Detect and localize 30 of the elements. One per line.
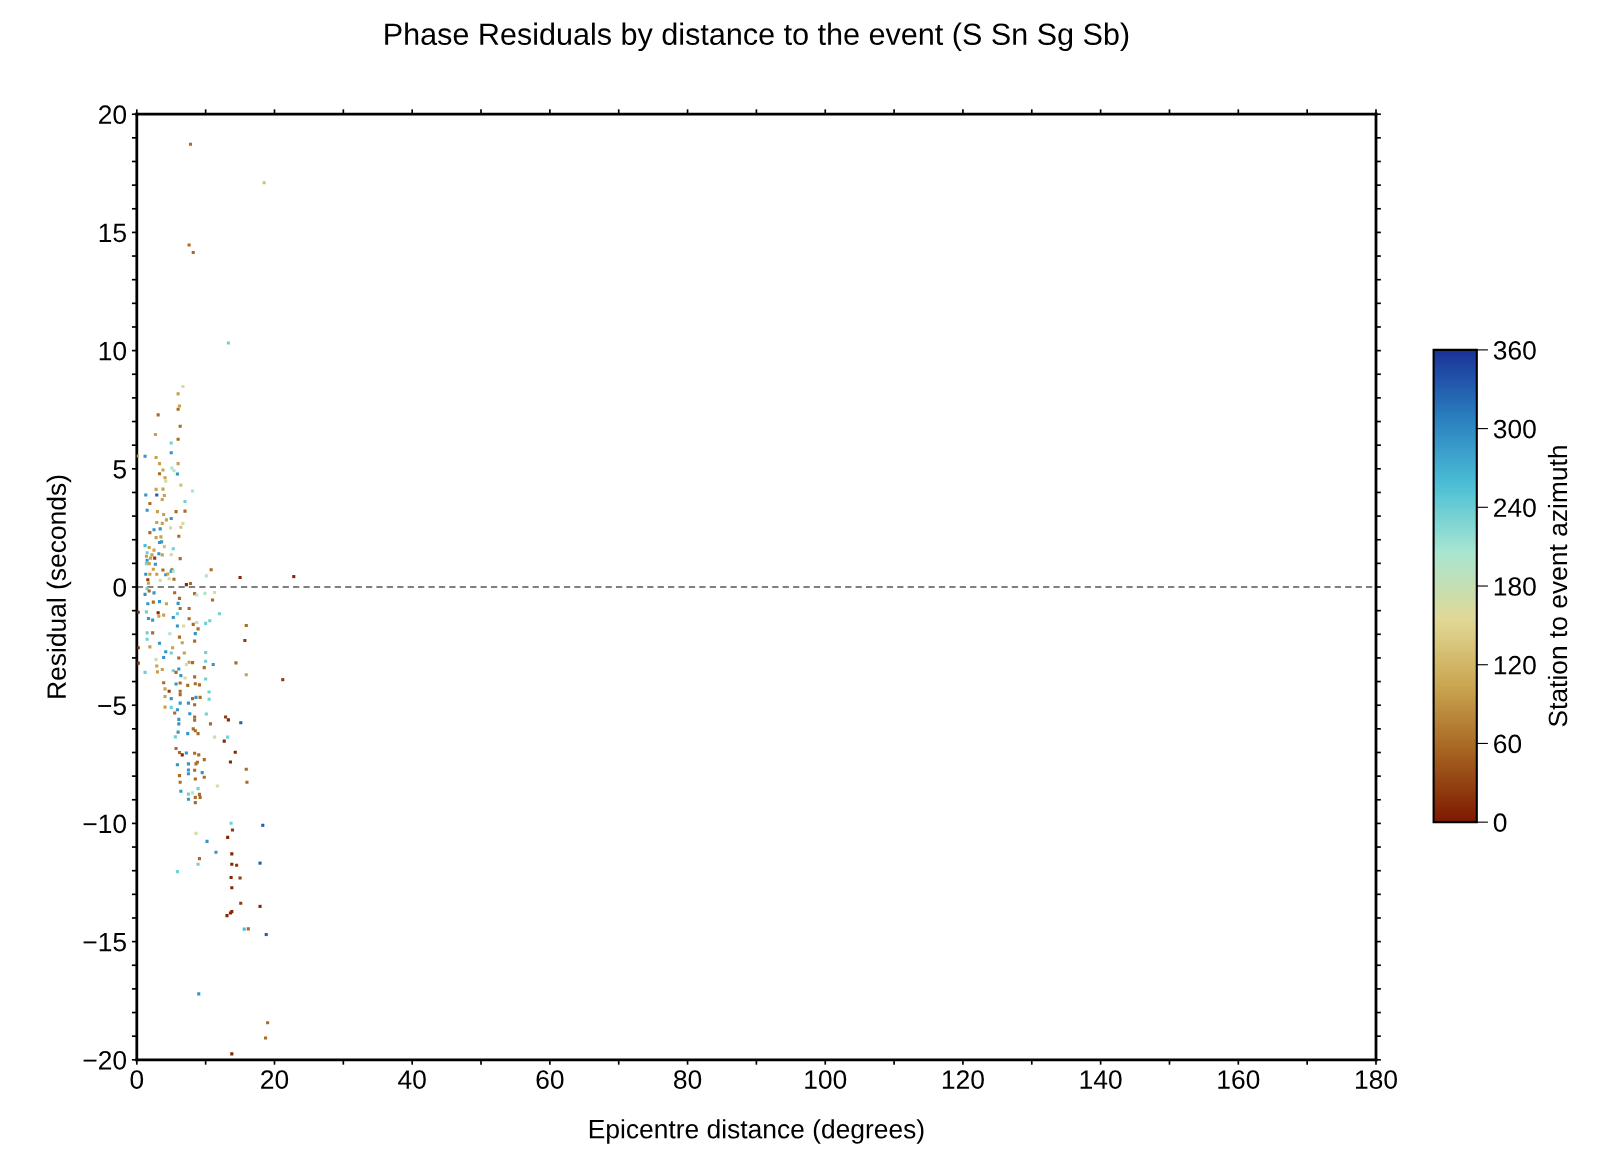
- x-axis-title: Epicentre distance (degrees): [589, 1119, 924, 1144]
- y-tick-label: −5: [98, 696, 126, 716]
- y-tick-label: 10: [99, 341, 127, 361]
- y-axis-title: Residual (seconds): [46, 475, 72, 698]
- color-bar-label: 180: [1494, 577, 1536, 596]
- color-bar-label: 0: [1493, 813, 1507, 832]
- color-bar-label: 120: [1494, 655, 1536, 675]
- y-tick-label: −10: [83, 814, 127, 834]
- chart-title: Phase Residuals by distance to the event (S Sn Sg Sb): [385, 22, 1129, 52]
- color-bar-label: 300: [1493, 419, 1536, 439]
- x-tick-label: 40: [398, 1070, 426, 1089]
- y-tick-label: 20: [99, 105, 127, 125]
- x-tick-label: 140: [1080, 1070, 1122, 1089]
- color-bar-title: Station to event azimuth: [1547, 446, 1568, 727]
- y-tick-label: 5: [113, 460, 126, 479]
- color-bar-label: 240: [1494, 498, 1536, 518]
- x-tick-label: 20: [261, 1070, 289, 1089]
- color-bar-label: 60: [1494, 734, 1522, 754]
- x-tick-label: 100: [805, 1070, 847, 1089]
- y-tick-label: 0: [113, 578, 127, 597]
- x-tick-label: 0: [130, 1070, 144, 1089]
- y-tick-label: −20: [83, 1050, 127, 1070]
- color-bar-label: 360: [1493, 341, 1536, 360]
- y-tick-label: 15: [99, 223, 126, 243]
- y-tick-label: −15: [83, 933, 126, 952]
- x-tick-label: 180: [1356, 1070, 1397, 1089]
- x-tick-label: 60: [536, 1070, 564, 1089]
- x-tick-label: 120: [942, 1070, 984, 1089]
- x-tick-label: 160: [1218, 1070, 1260, 1089]
- x-tick-label: 80: [674, 1070, 702, 1089]
